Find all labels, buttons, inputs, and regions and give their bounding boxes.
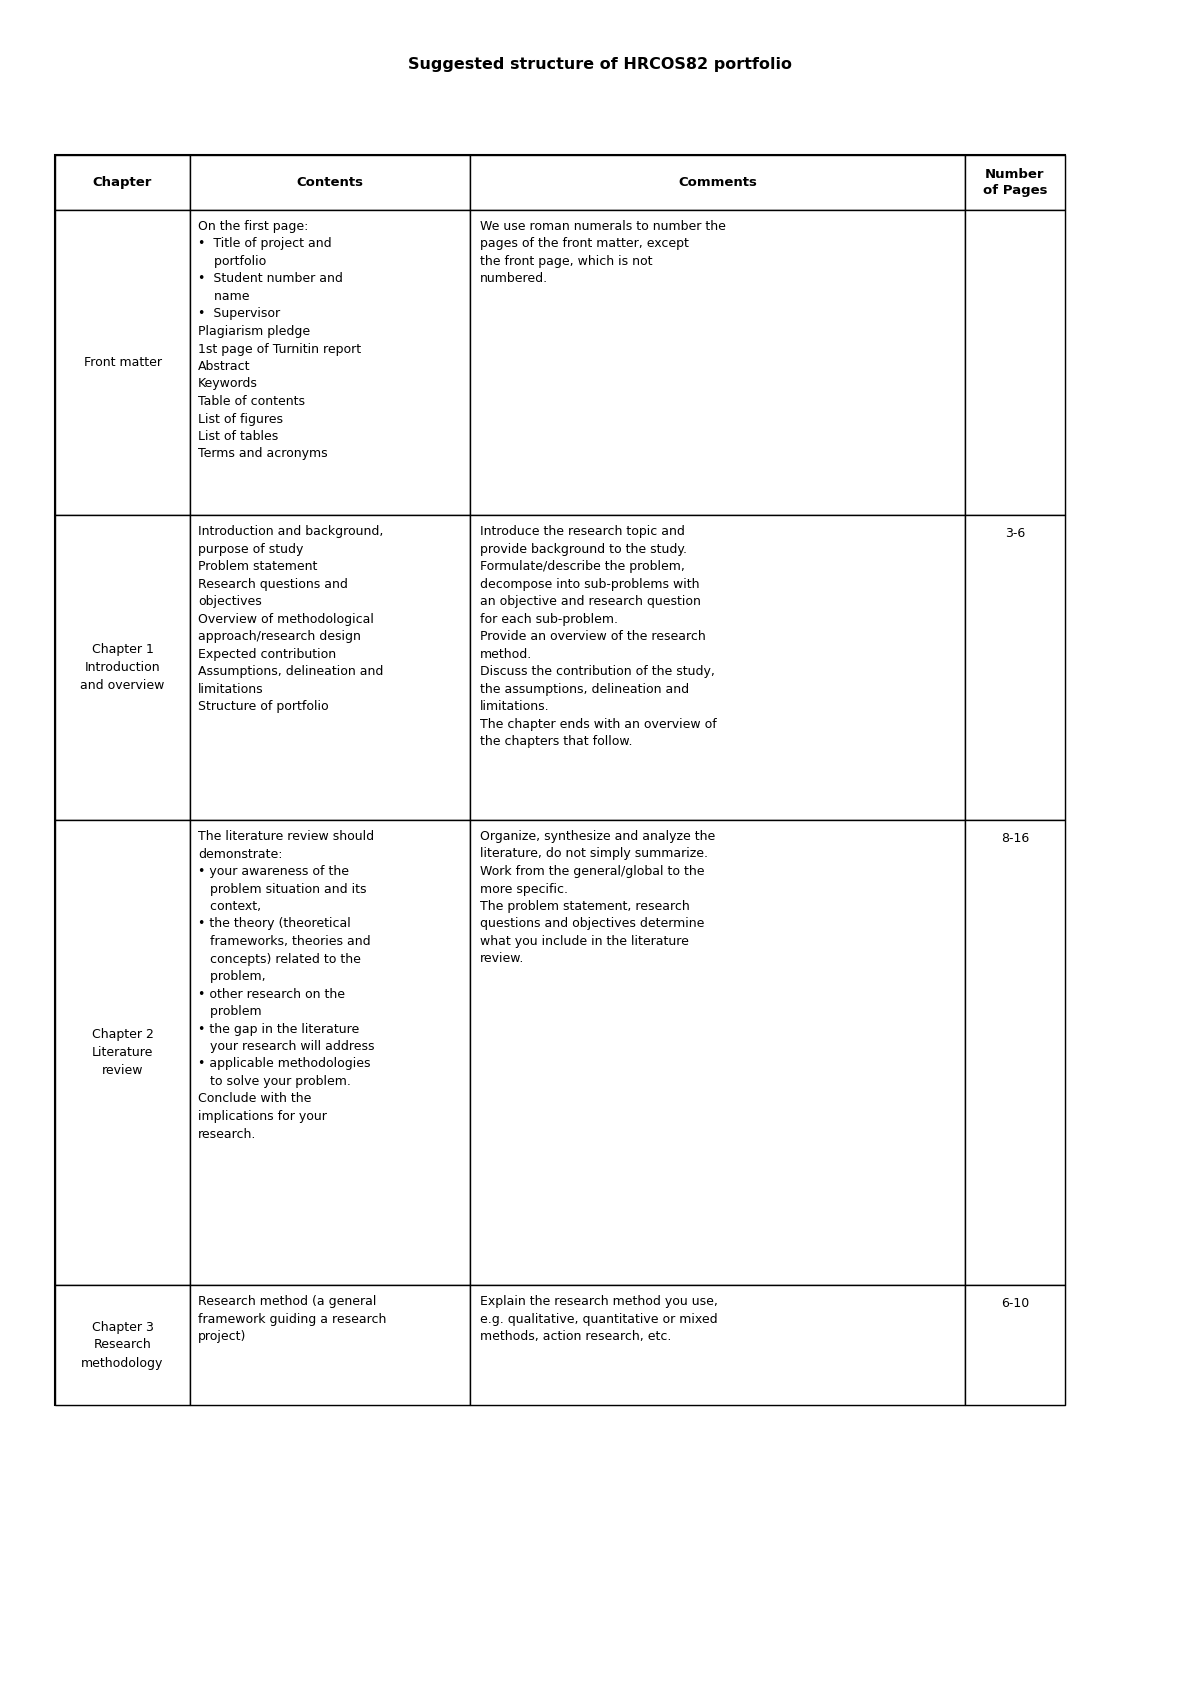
Text: The literature review should
demonstrate:
• your awareness of the
   problem sit: The literature review should demonstrate…	[198, 830, 374, 1141]
Bar	[190, 155, 470, 211]
Bar	[190, 1285, 470, 1404]
Bar	[190, 820, 470, 1285]
Bar	[55, 514, 190, 820]
Text: Front matter: Front matter	[84, 357, 162, 368]
Text: Organize, synthesize and analyze the
literature, do not simply summarize.
Work f: Organize, synthesize and analyze the lit…	[480, 830, 715, 966]
Bar	[190, 514, 470, 820]
Bar	[55, 211, 190, 514]
Text: Chapter 3
Research
methodology: Chapter 3 Research methodology	[82, 1321, 163, 1370]
Text: On the first page:
•  Title of project and
    portfolio
•  Student number and
 : On the first page: • Title of project an…	[198, 221, 361, 460]
Bar	[965, 211, 1066, 514]
Text: Suggested structure of HRCOS82 portfolio: Suggested structure of HRCOS82 portfolio	[408, 58, 792, 73]
Text: Chapter: Chapter	[92, 177, 152, 188]
Bar	[965, 514, 1066, 820]
Bar	[55, 155, 190, 211]
Text: 8-16: 8-16	[1001, 832, 1030, 846]
Text: Comments: Comments	[678, 177, 757, 188]
Bar	[55, 1285, 190, 1404]
Bar	[965, 155, 1066, 211]
Bar	[965, 1285, 1066, 1404]
Text: Introduction and background,
purpose of study
Problem statement
Research questio: Introduction and background, purpose of …	[198, 525, 383, 713]
Text: 6-10: 6-10	[1001, 1297, 1030, 1309]
Bar	[190, 211, 470, 514]
Bar	[55, 820, 190, 1285]
Text: 3-6: 3-6	[1004, 526, 1025, 540]
Bar	[470, 1285, 965, 1404]
Text: Introduce the research topic and
provide background to the study.
Formulate/desc: Introduce the research topic and provide…	[480, 525, 716, 749]
Text: We use roman numerals to number the
pages of the front matter, except
the front : We use roman numerals to number the page…	[480, 221, 726, 285]
Text: Chapter 2
Literature
review: Chapter 2 Literature review	[91, 1027, 154, 1077]
Bar	[470, 514, 965, 820]
Bar	[470, 155, 965, 211]
Bar	[470, 820, 965, 1285]
Bar	[470, 211, 965, 514]
Text: Contents: Contents	[296, 177, 364, 188]
Text: Explain the research method you use,
e.g. qualitative, quantitative or mixed
met: Explain the research method you use, e.g…	[480, 1296, 718, 1343]
Bar	[55, 155, 1066, 1404]
Text: Research method (a general
framework guiding a research
project): Research method (a general framework gui…	[198, 1296, 386, 1343]
Text: Chapter 1
Introduction
and overview: Chapter 1 Introduction and overview	[80, 644, 164, 693]
Bar	[965, 820, 1066, 1285]
Text: Number
of Pages: Number of Pages	[983, 168, 1048, 197]
